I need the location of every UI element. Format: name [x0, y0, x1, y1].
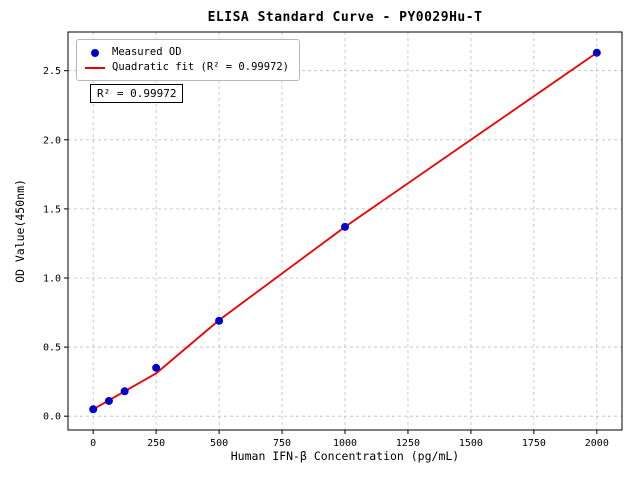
y-tick-label: 1.5 [43, 204, 61, 215]
x-tick-label: 1250 [396, 438, 420, 449]
data-point [89, 405, 98, 414]
legend-label-fit: Quadratic fit (R² = 0.99972) [112, 61, 290, 73]
y-tick-label: 2.5 [43, 66, 61, 77]
x-tick-label: 250 [147, 438, 165, 449]
x-tick-label: 0 [90, 438, 96, 449]
legend-marker-dot-icon [91, 48, 99, 57]
legend-label-measured: Measured OD [112, 46, 182, 58]
legend-entry-fit: Quadratic fit (R² = 0.99972) [85, 60, 289, 75]
y-axis-label: OD Value(450nm) [13, 179, 27, 283]
x-tick-label: 1500 [459, 438, 483, 449]
data-point [152, 363, 161, 372]
y-tick-label: 0.0 [43, 412, 61, 423]
data-point [592, 48, 601, 57]
y-tick-label: 0.5 [43, 343, 61, 354]
legend-entry-measured: Measured OD [85, 45, 289, 60]
data-point [215, 316, 224, 325]
data-point [341, 222, 349, 231]
data-point [104, 396, 113, 405]
legend: Measured OD Quadratic fit (R² = 0.99972) [76, 39, 301, 81]
y-tick-label: 1.0 [43, 273, 61, 284]
x-axis-label: Human IFN-β Concentration (pg/mL) [230, 449, 460, 463]
r-squared-annotation: R² = 0.99972 [90, 84, 184, 103]
x-tick-label: 500 [210, 438, 228, 449]
legend-marker-line-icon [85, 66, 105, 69]
chart-title: ELISA Standard Curve - PY0029Hu-T [207, 10, 483, 25]
x-tick-label: 750 [273, 438, 291, 449]
x-tick-label: 1750 [522, 438, 546, 449]
x-tick-label: 1000 [333, 438, 357, 449]
x-tick-label: 2000 [585, 438, 609, 449]
y-tick-label: 2.0 [43, 135, 61, 146]
data-point [120, 387, 129, 396]
